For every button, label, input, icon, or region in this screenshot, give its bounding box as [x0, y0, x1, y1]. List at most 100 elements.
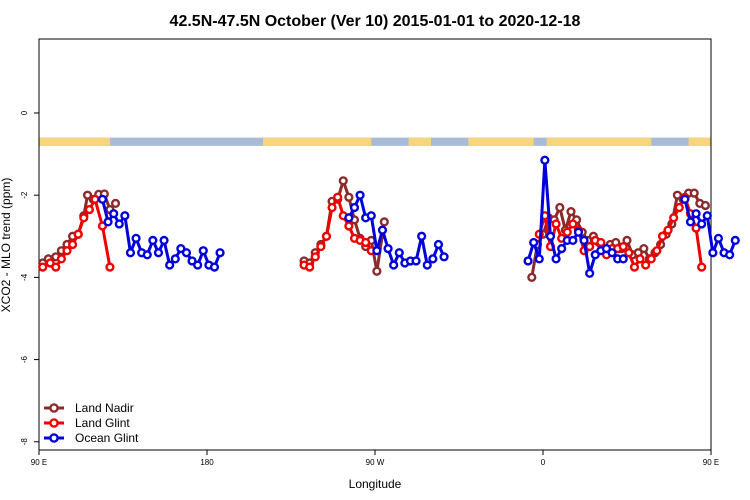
data-point — [646, 254, 656, 264]
data-point — [79, 213, 89, 223]
data-point — [51, 262, 61, 272]
data-point — [170, 254, 180, 264]
data-point — [114, 219, 124, 229]
series-land-glint — [38, 192, 707, 272]
series-segment — [543, 160, 552, 237]
data-point — [713, 233, 724, 243]
data-point — [568, 219, 578, 229]
data-point — [697, 219, 707, 229]
legend-label: Ocean Glint — [75, 431, 139, 445]
data-point — [641, 260, 651, 270]
data-point — [62, 246, 72, 256]
data-point — [181, 248, 192, 258]
data-point — [310, 252, 320, 262]
x-tick-label: 0 — [541, 458, 546, 467]
chart-title: 42.5N-47.5N October (Ver 10) 2015-01-01 … — [170, 13, 581, 30]
surface-band — [39, 137, 711, 146]
data-point — [383, 244, 393, 254]
data-point — [545, 231, 556, 241]
data-point — [551, 254, 561, 264]
data-point — [708, 248, 718, 258]
data-point — [103, 217, 113, 227]
data-point — [680, 194, 690, 204]
data-point — [193, 260, 203, 270]
data-point — [198, 246, 208, 256]
data-point — [105, 262, 115, 272]
data-point — [562, 227, 572, 237]
data-point — [344, 213, 354, 223]
data-point — [585, 241, 595, 252]
series-segment — [324, 207, 334, 237]
data-point — [120, 211, 130, 221]
data-point — [551, 219, 561, 229]
data-point — [529, 237, 539, 248]
band-land-4 — [546, 137, 652, 146]
data-point — [361, 237, 371, 248]
band-land-1 — [263, 137, 372, 146]
x-axis-label: Longitude — [349, 477, 402, 491]
data-point — [344, 221, 354, 231]
band-land-2 — [408, 137, 431, 146]
data-point — [344, 192, 354, 202]
data-point — [73, 229, 83, 239]
data-point — [624, 248, 634, 258]
data-point — [379, 217, 389, 227]
data-point — [523, 256, 533, 266]
data-point — [730, 235, 740, 245]
y-tick-label: -6 — [20, 355, 29, 363]
data-point — [417, 231, 427, 241]
data-point — [689, 188, 699, 198]
data-point — [691, 209, 701, 219]
series-segment — [582, 240, 592, 274]
data-point — [389, 260, 399, 270]
series-segment — [93, 198, 104, 227]
data-point — [557, 244, 567, 254]
data-point — [585, 268, 595, 278]
data-point — [148, 235, 158, 245]
data-point — [377, 225, 388, 235]
data-point — [131, 233, 141, 243]
data-point — [618, 254, 628, 264]
series-segment — [369, 240, 379, 272]
data-point — [725, 250, 735, 260]
x-tick-label: 90 E — [31, 458, 47, 467]
series-segment — [123, 215, 132, 253]
data-point — [215, 248, 225, 258]
data-point — [67, 239, 78, 250]
x-tick-label: 180 — [200, 458, 214, 467]
data-point — [607, 248, 617, 258]
data-point — [663, 225, 673, 235]
legend-marker — [49, 418, 59, 428]
data-point — [305, 262, 315, 272]
data-point — [394, 248, 404, 258]
legend-marker — [49, 403, 59, 413]
data-point — [56, 254, 67, 264]
data-point — [109, 209, 119, 219]
data-point — [685, 217, 696, 227]
data-point — [566, 207, 576, 217]
data-point — [90, 194, 100, 204]
data-point — [411, 256, 421, 266]
data-point — [669, 213, 679, 223]
data-point — [555, 202, 565, 213]
data-point — [439, 252, 449, 262]
band-land-3 — [468, 137, 534, 146]
data-point — [209, 262, 220, 272]
y-axis: 0 -2 -4 -6 -8 — [20, 110, 39, 445]
series-segment — [420, 235, 429, 266]
data-point — [697, 262, 707, 272]
band-ocean — [39, 137, 711, 146]
data-point — [372, 246, 382, 256]
data-point — [84, 204, 95, 215]
data-point — [635, 254, 645, 264]
data-point — [372, 266, 382, 276]
series-segment — [694, 227, 704, 268]
series-ocean-glint — [97, 155, 740, 278]
data-point — [366, 211, 376, 221]
data-point — [159, 235, 169, 245]
data-point — [657, 231, 668, 241]
legend-label: Land Glint — [75, 416, 130, 430]
legend-label: Land Nadir — [75, 401, 134, 415]
data-point — [700, 200, 711, 211]
data-point — [573, 227, 584, 237]
